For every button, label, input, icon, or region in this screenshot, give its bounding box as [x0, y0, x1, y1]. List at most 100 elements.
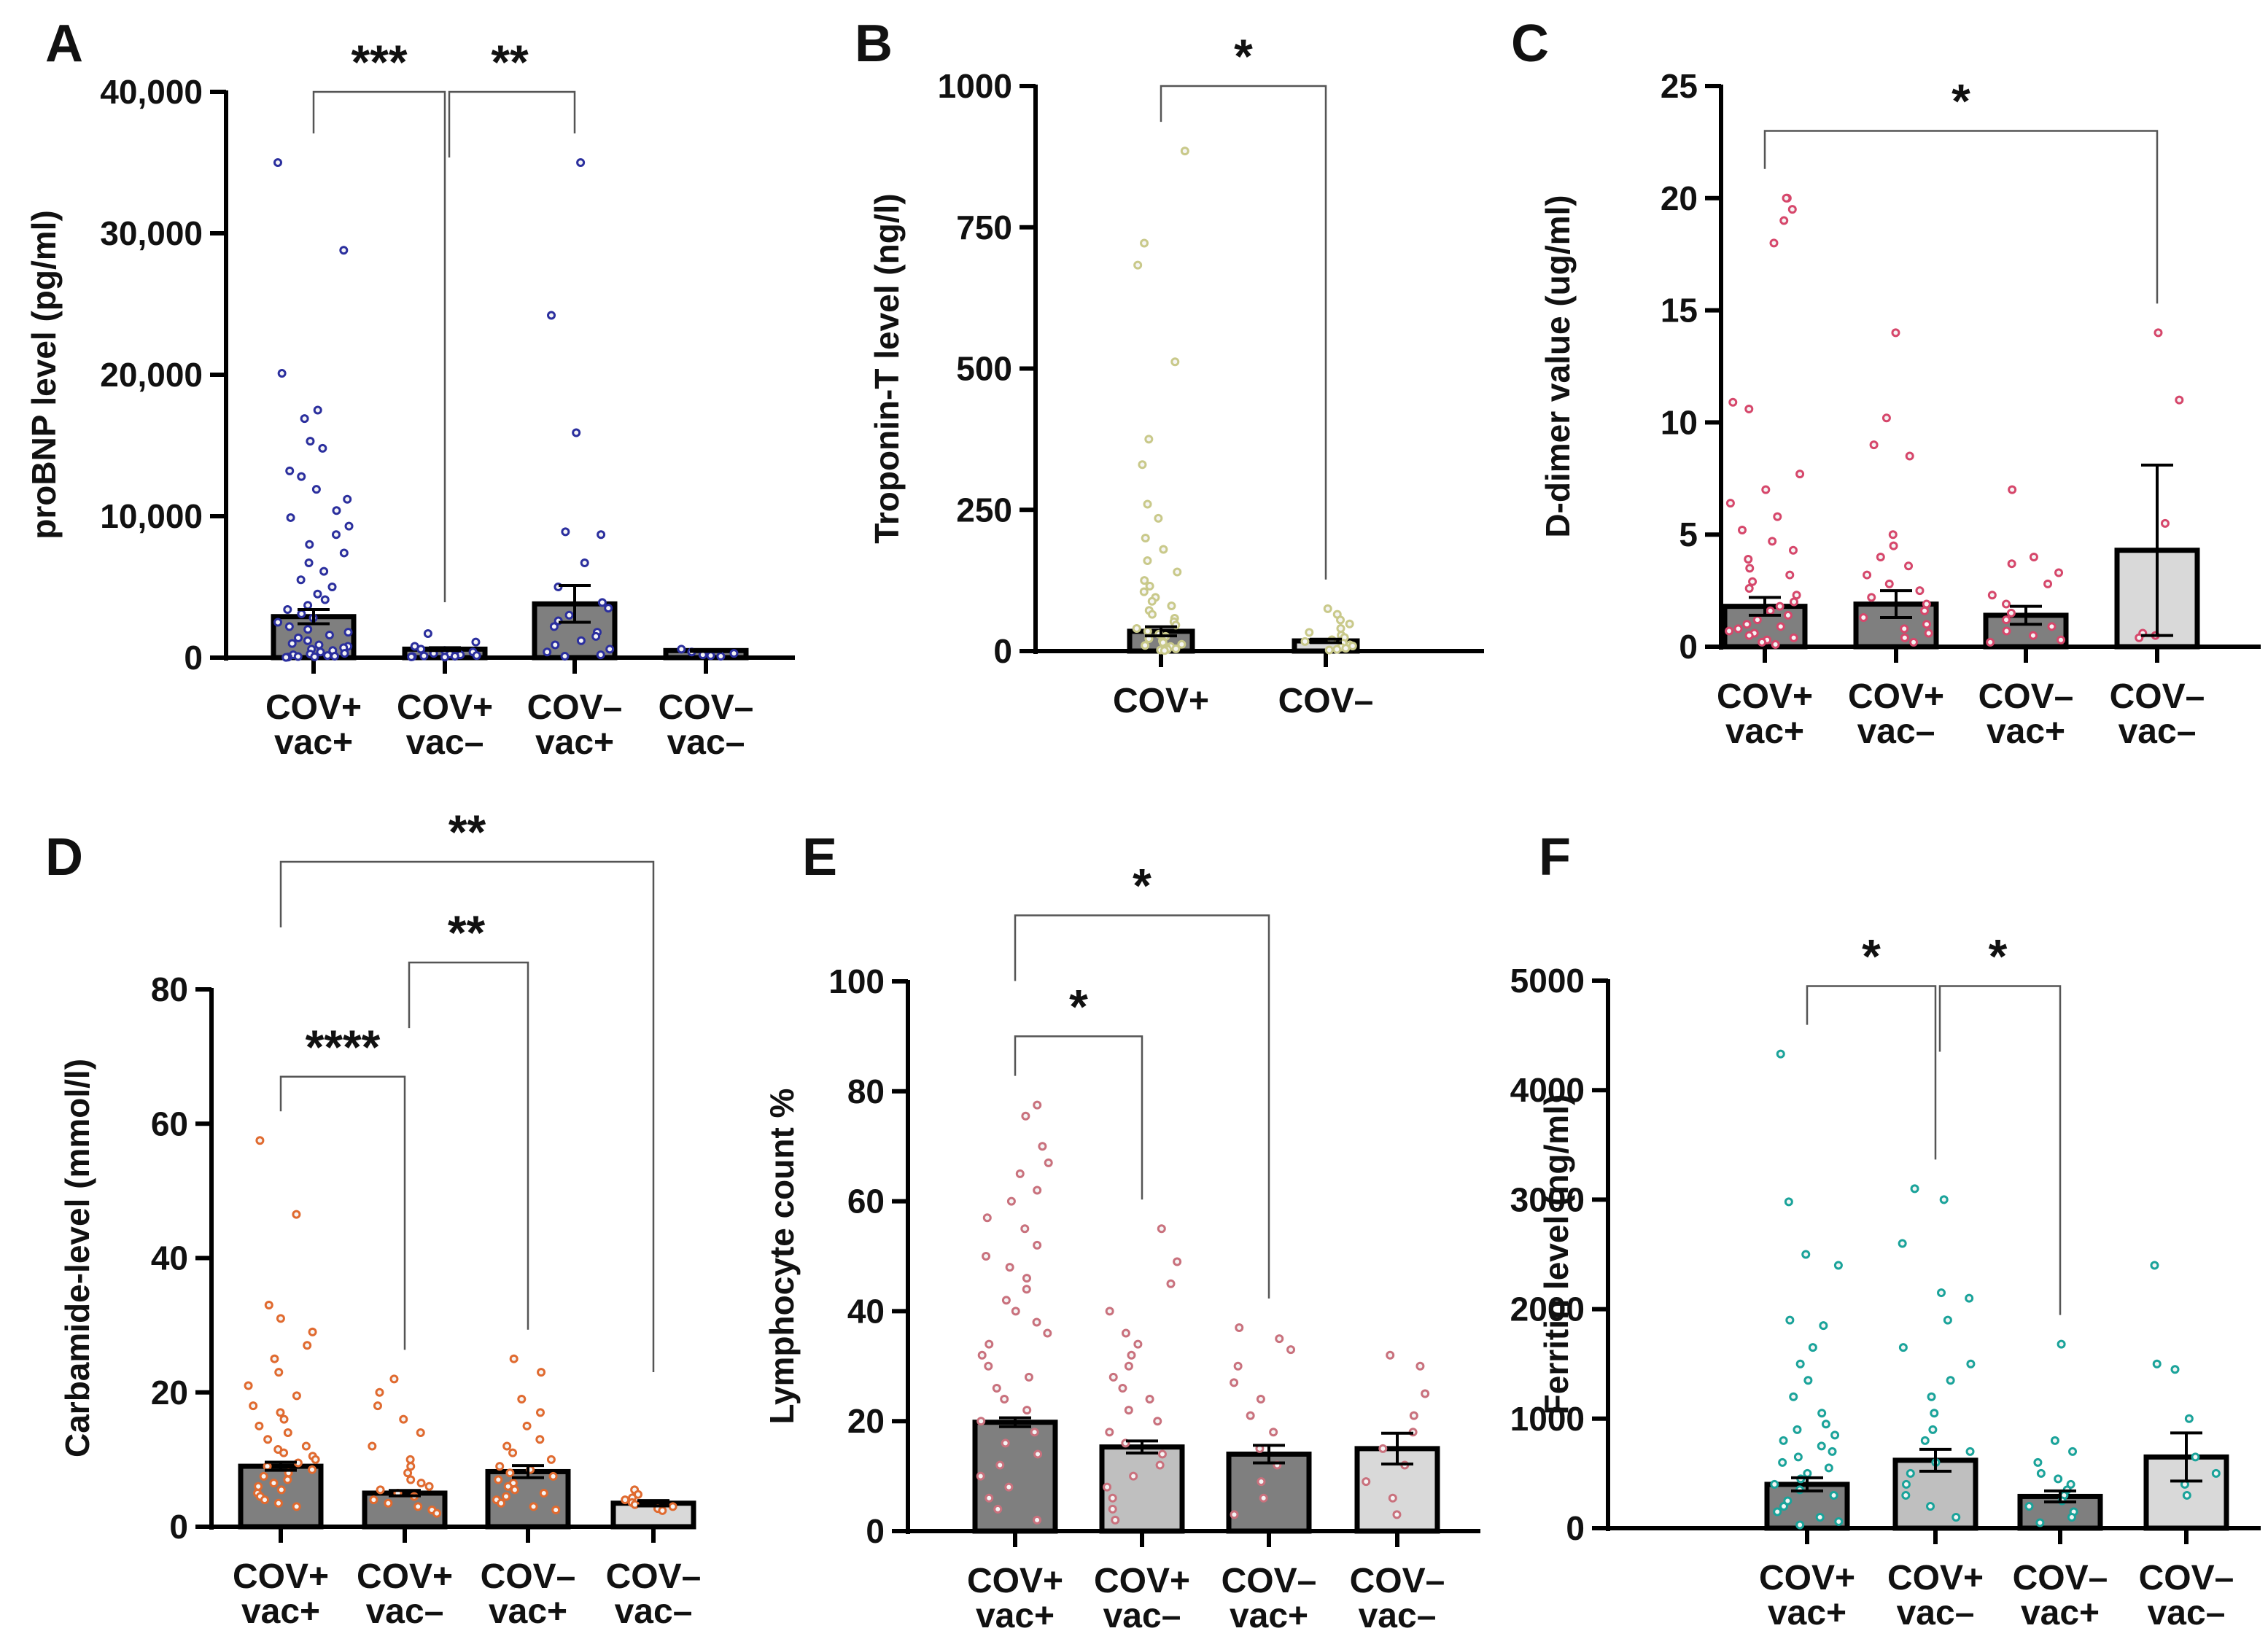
data-point: [658, 1506, 667, 1515]
data-point: [509, 1354, 519, 1363]
data-point: [472, 651, 481, 661]
data-point: [1030, 1428, 1039, 1437]
data-point: [405, 1455, 415, 1464]
data-point: [1259, 1493, 1268, 1503]
panel-f: F 0 1000 2000 3000 4000 5000 Ferritin level (ng…: [1510, 828, 2261, 1632]
x-tick-label: vac–: [1897, 1594, 1975, 1632]
data-point: [1105, 1307, 1114, 1316]
data-point: [1906, 1468, 1915, 1478]
data-point: [1828, 1447, 1837, 1456]
data-point: [1043, 1328, 1052, 1338]
panel-letter: D: [45, 828, 83, 887]
x-tick-label: COV–: [1278, 682, 1374, 720]
y-tick-label: 20: [847, 1402, 885, 1440]
data-point: [1005, 1263, 1014, 1272]
data-point: [2033, 1457, 2043, 1467]
data-point: [303, 601, 313, 610]
data-point: [331, 530, 341, 540]
y-tick-label: 80: [847, 1072, 885, 1110]
data-point: [1341, 644, 1351, 653]
y-tick-label: 5000: [1510, 962, 1585, 1000]
data-point: [384, 1498, 393, 1508]
data-point: [259, 1471, 268, 1481]
significance-label: ***: [351, 35, 407, 89]
data-point: [1821, 1420, 1830, 1429]
data-point: [982, 1252, 991, 1261]
y-tick-label: 5: [1679, 515, 1698, 553]
data-point: [2028, 631, 2038, 640]
data-point: [1768, 537, 1777, 546]
data-point: [1922, 620, 1931, 629]
y-tick-label: 100: [828, 962, 885, 1000]
data-point: [304, 558, 314, 568]
x-tick-label: COV+: [1848, 677, 1944, 716]
data-point: [276, 1408, 285, 1417]
x-tick-label: vac–: [2119, 712, 2197, 751]
data-point: [325, 630, 334, 639]
data-point: [1742, 620, 1752, 629]
data-point: [2184, 1414, 2194, 1423]
data-point: [2057, 635, 2066, 645]
data-point: [1300, 636, 1310, 646]
significance-bracket: [279, 1075, 406, 1350]
y-tick-label: 0: [184, 639, 203, 677]
data-point: [301, 1441, 311, 1451]
data-point: [508, 1448, 518, 1457]
data-point: [982, 1213, 992, 1223]
data-point: [2036, 1468, 2046, 1478]
y-tick-label: 25: [1661, 67, 1698, 105]
y-axis-label: Lymphocyte count %: [763, 1089, 801, 1425]
data-point: [1127, 1350, 1136, 1360]
data-point: [503, 1482, 513, 1491]
data-point: [1898, 1343, 1908, 1352]
data-point: [1033, 1240, 1042, 1250]
x-tick-label: COV–: [606, 1557, 702, 1596]
data-point: [597, 530, 606, 540]
y-tick-label: 20: [1661, 179, 1698, 217]
data-point: [1788, 545, 1798, 555]
x-tick-label: vac–: [406, 723, 484, 762]
significance-bracket: [279, 860, 655, 1372]
data-point: [1275, 1334, 1284, 1344]
bar: [238, 1463, 324, 1530]
data-point: [1235, 1323, 1244, 1333]
data-point: [2029, 552, 2038, 561]
x-tick-label: vac+: [1987, 712, 2065, 751]
data-point: [1392, 1510, 1402, 1519]
data-point: [1920, 1436, 1930, 1445]
significance-label: *: [1234, 29, 1253, 83]
data-point: [522, 1421, 532, 1430]
data-point: [305, 540, 314, 549]
data-point: [1143, 556, 1152, 565]
y-tick-label: 0: [169, 1508, 188, 1546]
data-point: [471, 637, 481, 647]
data-point: [423, 629, 432, 639]
data-point: [1725, 626, 1734, 636]
data-point: [300, 414, 309, 424]
data-point: [263, 1435, 273, 1444]
data-point: [450, 652, 459, 661]
data-point: [597, 598, 607, 607]
significance-label: **: [448, 805, 486, 859]
significance-bracket: [312, 90, 446, 602]
data-point: [244, 1381, 253, 1390]
data-point: [1421, 1389, 1430, 1398]
data-point: [1145, 1395, 1154, 1404]
data-point: [1930, 1409, 1939, 1418]
x-tick-label: COV–: [1222, 1562, 1317, 1600]
y-tick-label: 4000: [1510, 1071, 1585, 1109]
x-tick-label: vac+: [535, 723, 614, 762]
data-point: [293, 652, 303, 661]
data-point: [1033, 1100, 1042, 1110]
data-point: [1020, 1224, 1030, 1234]
data-point: [1775, 602, 1785, 611]
data-point: [1145, 581, 1154, 591]
data-point: [1147, 610, 1157, 619]
x-tick-label: COV–: [659, 688, 754, 727]
data-point: [2182, 1490, 2191, 1500]
bar: [362, 1490, 448, 1530]
data-point: [339, 246, 349, 255]
data-point: [1033, 1186, 1042, 1195]
significance-bracket: [448, 90, 576, 157]
